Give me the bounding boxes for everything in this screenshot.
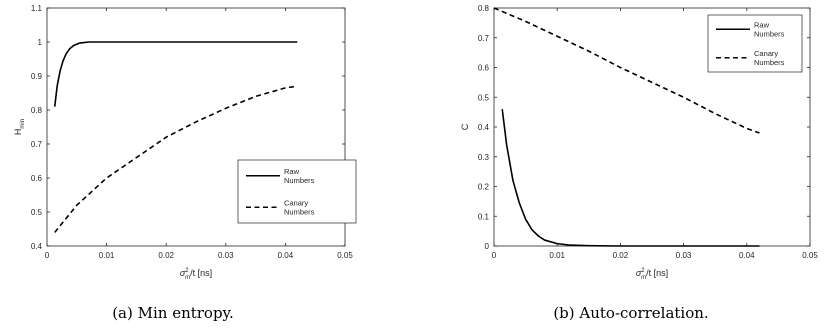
y-axis-label: Hmin [13, 119, 26, 135]
y-axis-label-main: C [460, 123, 470, 130]
x-axis-label-superscript: 2 [641, 268, 645, 274]
x-tick-label: 0 [45, 251, 50, 260]
y-tick-label: 0.4 [478, 123, 490, 132]
series-line-canary-numbers [493, 7, 760, 134]
x-tick-label: 0.03 [218, 251, 234, 260]
y-tick-label: 0.6 [478, 64, 490, 73]
y-tick-label: 0.3 [478, 153, 490, 162]
y-tick-label: 1 [38, 38, 43, 47]
legend-label: Numbers [754, 58, 785, 67]
x-tick-label: 0.05 [337, 251, 353, 260]
chart-caption: (a) Min entropy. [112, 304, 234, 322]
y-tick-label: 0 [485, 242, 490, 251]
x-tick-label: 0.03 [676, 251, 692, 260]
series-line-raw-numbers [53, 41, 298, 107]
x-tick-label: 0.02 [613, 251, 629, 260]
y-tick-label: 0.9 [31, 72, 43, 81]
y-tick-label: 0.4 [31, 242, 43, 251]
series-line-canary-numbers [54, 85, 298, 233]
series-line-raw-numbers [501, 109, 760, 247]
legend-label: Numbers [754, 29, 785, 38]
y-tick-label: 0.5 [478, 93, 490, 102]
legend-label: Raw [284, 167, 300, 176]
x-axis-label-rest: /t [ns] [190, 268, 212, 278]
x-tick-label: 0.01 [549, 251, 565, 260]
x-axis-label-rest: /t [ns] [646, 268, 668, 278]
plot-area-frame [46, 7, 346, 247]
x-tick-label: 0 [492, 251, 497, 260]
x-axis-label-superscript: 2 [185, 268, 189, 274]
legend-label: Raw [754, 20, 770, 29]
y-tick-label: 0.7 [478, 34, 490, 43]
legend-label: Canary [284, 198, 308, 207]
legend-box [707, 14, 803, 73]
y-axis-label-subscript: min [20, 119, 26, 129]
x-tick-label: 0.02 [158, 251, 174, 260]
y-axis-label-main: H [13, 129, 23, 136]
x-axis-label-variable: σ [636, 268, 642, 278]
y-tick-label: 0.1 [478, 212, 490, 221]
chart-min-entropy: 0 0.01 0.02 0.03 0.04 0.05 0.4 0.5 0.6 0.7 0.8 0.9 1… [13, 4, 357, 322]
legend-label: Numbers [284, 207, 315, 216]
y-axis-label: C [460, 123, 470, 130]
chart-caption: (b) Auto-correlation. [553, 304, 708, 322]
legend-box [237, 159, 357, 224]
y-tick-label: 0.8 [478, 4, 490, 13]
x-tick-label: 0.04 [278, 251, 294, 260]
x-axis-label: σ2 m/t [ns] [636, 268, 668, 281]
x-axis-label-subscript: m [641, 275, 646, 281]
legend-label: Numbers [284, 176, 315, 185]
x-axis-label-subscript: m [185, 275, 190, 281]
x-axis-label-variable: σ [180, 268, 186, 278]
x-tick-label: 0.01 [99, 251, 115, 260]
y-tick-label: 0.8 [31, 106, 43, 115]
chart-auto-correlation: 0 0.01 0.02 0.03 0.04 0.05 0 0.1 0.2 0.3 0.4 0.5 0.6… [460, 4, 818, 322]
y-tick-label: 0.5 [31, 208, 43, 217]
legend-label: Canary [754, 49, 778, 58]
y-tick-label: 0.2 [478, 183, 490, 192]
y-tick-label: 0.6 [31, 174, 43, 183]
x-tick-label: 0.05 [802, 251, 818, 260]
x-tick-label: 0.04 [739, 251, 755, 260]
y-tick-label: 0.7 [31, 140, 43, 149]
x-axis-label: σ2 m/t [ns] [180, 268, 212, 281]
y-tick-label: 1.1 [31, 4, 43, 13]
